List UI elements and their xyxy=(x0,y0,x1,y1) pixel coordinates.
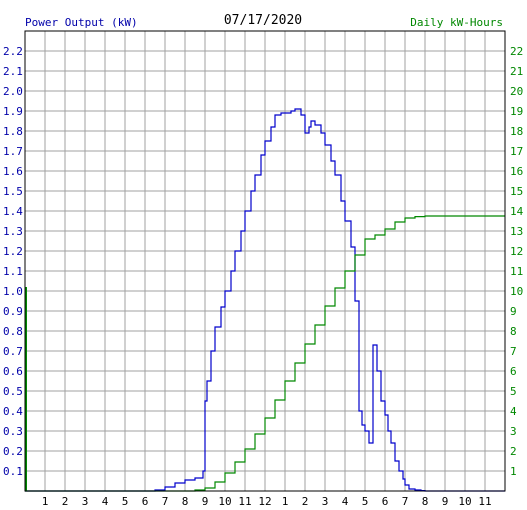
left-tick-label: 0.5 xyxy=(3,385,23,398)
left-tick-label: 0.8 xyxy=(3,325,23,338)
left-tick-label: 1.7 xyxy=(3,145,23,158)
left-tick-label: 2.2 xyxy=(3,45,23,58)
right-tick-label: 9 xyxy=(510,305,517,318)
left-tick-label: 1.2 xyxy=(3,245,23,258)
x-tick-label: 5 xyxy=(122,495,129,508)
x-tick-label: 4 xyxy=(102,495,109,508)
plot-frame xyxy=(24,30,506,492)
x-tick-label: 6 xyxy=(142,495,149,508)
right-tick-label: 11 xyxy=(510,265,523,278)
right-tick-label: 18 xyxy=(510,125,523,138)
left-tick-label: 2.1 xyxy=(3,65,23,78)
left-axis-ticks: 0.1 0.2 0.3 0.4 0.5 0.6 0.7 0.8 0.9 1.0 1.1 1.2 1.3 1… xyxy=(3,45,23,478)
x-tick-label: 2 xyxy=(62,495,69,508)
left-tick-label: 2.0 xyxy=(3,85,23,98)
left-tick-label: 0.7 xyxy=(3,345,23,358)
right-tick-label: 22 xyxy=(510,45,523,58)
left-tick-label: 0.3 xyxy=(3,425,23,438)
x-tick-label: 2 xyxy=(302,495,309,508)
x-tick-label: 3 xyxy=(82,495,89,508)
right-tick-label: 17 xyxy=(510,145,523,158)
chart-title: 07/17/2020 xyxy=(224,13,302,28)
x-tick-label: 12 xyxy=(258,495,271,508)
right-tick-label: 14 xyxy=(510,205,524,218)
x-tick-label: 5 xyxy=(362,495,369,508)
left-tick-label: 1.5 xyxy=(3,185,23,198)
right-tick-label: 16 xyxy=(510,165,523,178)
left-tick-label: 0.9 xyxy=(3,305,23,318)
left-axis-label: Power Output (kW) xyxy=(25,16,138,29)
left-tick-label: 1.3 xyxy=(3,225,23,238)
right-tick-label: 10 xyxy=(510,285,523,298)
left-tick-label: 1.8 xyxy=(3,125,23,138)
daily-kwh-line xyxy=(25,215,505,492)
x-tick-label: 1 xyxy=(42,495,49,508)
right-tick-label: 21 xyxy=(510,65,523,78)
left-tick-label: 0.2 xyxy=(3,445,23,458)
right-tick-label: 7 xyxy=(510,345,517,358)
right-tick-label: 6 xyxy=(510,365,517,378)
right-tick-label: 12 xyxy=(510,245,523,258)
x-tick-label: 7 xyxy=(162,495,169,508)
grid-lines xyxy=(25,31,505,491)
x-axis-ticks: 1 2 3 4 5 6 7 8 9 10 11 12 1 2 3 4 5 6 7 8 9 10 11 xyxy=(42,495,492,508)
x-tick-label: 9 xyxy=(442,495,449,508)
x-tick-label: 1 xyxy=(282,495,289,508)
x-tick-label: 10 xyxy=(218,495,231,508)
right-tick-label: 19 xyxy=(510,105,523,118)
x-tick-label: 11 xyxy=(238,495,251,508)
x-tick-label: 7 xyxy=(402,495,409,508)
right-axis-label: Daily kW-Hours xyxy=(410,16,503,29)
left-tick-label: 1.0 xyxy=(3,285,23,298)
series-lines xyxy=(25,108,505,492)
left-tick-label: 1.9 xyxy=(3,105,23,118)
left-tick-label: 0.4 xyxy=(3,405,23,418)
right-tick-label: 8 xyxy=(510,325,517,338)
right-tick-label: 3 xyxy=(510,425,517,438)
left-tick-label: 1.4 xyxy=(3,205,23,218)
x-tick-label: 6 xyxy=(382,495,389,508)
x-tick-label: 4 xyxy=(342,495,349,508)
x-tick-label: 8 xyxy=(422,495,429,508)
left-tick-label: 0.1 xyxy=(3,465,23,478)
right-tick-label: 4 xyxy=(510,405,517,418)
x-tick-label: 3 xyxy=(322,495,329,508)
left-tick-label: 0.6 xyxy=(3,365,23,378)
right-tick-label: 13 xyxy=(510,225,523,238)
power-output-line xyxy=(25,108,505,492)
right-tick-label: 5 xyxy=(510,385,517,398)
right-tick-label: 15 xyxy=(510,185,523,198)
left-tick-label: 1.6 xyxy=(3,165,23,178)
x-tick-label: 9 xyxy=(202,495,209,508)
right-tick-label: 20 xyxy=(510,85,523,98)
left-tick-label: 1.1 xyxy=(3,265,23,278)
right-tick-label: 1 xyxy=(510,465,517,478)
x-tick-label: 10 xyxy=(458,495,471,508)
x-tick-label: 11 xyxy=(478,495,491,508)
right-tick-label: 2 xyxy=(510,445,517,458)
x-tick-label: 8 xyxy=(182,495,189,508)
